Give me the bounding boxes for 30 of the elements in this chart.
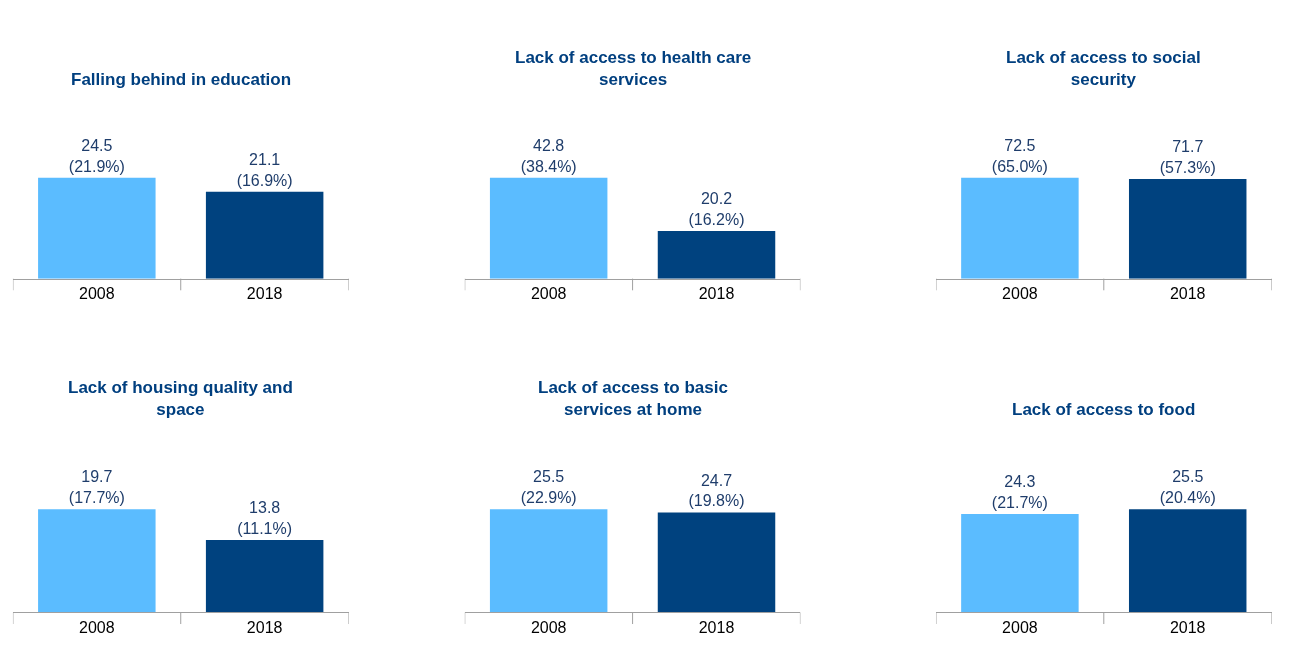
x-tick-label: 2018: [1169, 618, 1206, 636]
x-tick-label: 2018: [1169, 284, 1206, 302]
chart-title: Lack of housing quality and space: [68, 378, 293, 420]
x-tick-label: 2018: [698, 284, 735, 302]
data-label: 21.1 (16.9%): [236, 151, 293, 189]
data-label: 19.7 (17.7%): [68, 468, 125, 507]
x-tick-label: 2008: [79, 618, 115, 636]
data-label: 24.7 (19.8%): [688, 471, 745, 510]
data-label: 24.5 (21.9%): [68, 137, 125, 175]
x-tick-label: 2008: [1002, 284, 1038, 302]
data-label: 20.2 (16.2%): [688, 190, 745, 229]
data-label: 25.5 (20.4%): [1159, 468, 1216, 507]
x-tick-label: 2008: [1002, 618, 1038, 636]
chart-title: Lack of access to health care services: [515, 48, 752, 90]
x-tick-label: 2008: [79, 284, 115, 302]
chart-title: Lack of access to food: [1012, 400, 1196, 419]
x-tick-label: 2008: [530, 284, 567, 302]
chart-title: Lack of access to social security: [1006, 48, 1201, 90]
x-tick-label: 2018: [246, 284, 283, 302]
data-label: 13.8 (11.1%): [237, 499, 293, 538]
data-label: 25.5 (22.9%): [520, 468, 577, 507]
x-tick-label: 2018: [698, 618, 735, 636]
x-tick-label: 2018: [246, 618, 283, 636]
data-label: 24.3 (21.7%): [991, 473, 1048, 512]
data-label: 71.7 (57.3%): [1159, 138, 1216, 176]
data-label: 42.8 (38.4%): [520, 137, 577, 175]
data-label: 72.5 (65.0%): [991, 137, 1048, 175]
chart-title: Lack of access to basic services at home: [538, 378, 728, 420]
chart-title: Falling behind in education: [71, 70, 292, 89]
x-tick-label: 2008: [530, 618, 567, 636]
